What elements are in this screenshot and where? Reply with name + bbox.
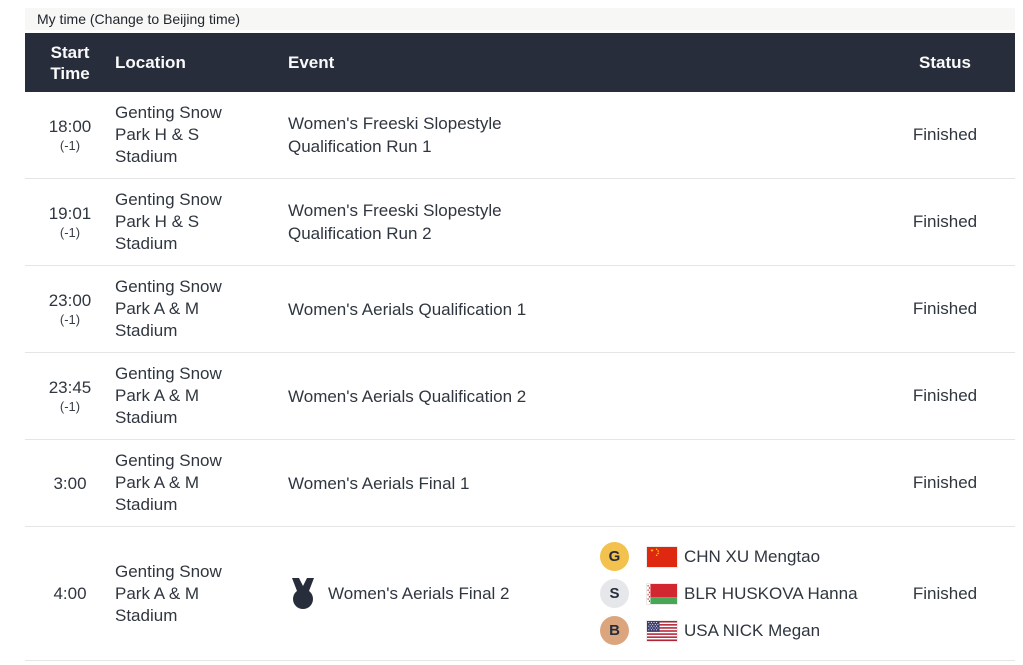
start-time-value: 23:45: [48, 378, 92, 397]
start-time-cell: 19:01 (-1): [25, 203, 115, 241]
athlete-name: BLR HUSKOVA Hanna: [684, 583, 858, 603]
header-event: Event: [288, 53, 335, 72]
event-cell: Women's Aerials Qualification 2: [288, 385, 588, 408]
location-cell: Genting Snow Park A & M Stadium: [115, 561, 288, 627]
header-location: Location: [115, 52, 186, 72]
event-name: Women's Freeski Slopestyle Qualification…: [288, 201, 502, 243]
status-value: Finished: [912, 212, 978, 231]
athlete-name: CHN XU Mengtao: [684, 546, 821, 566]
schedule-row: 19:01 (-1) Genting Snow Park H & S Stadi…: [25, 179, 1015, 266]
schedule-table-container: My time (Change to Beijing time) Start T…: [25, 8, 1015, 661]
start-time-value: 18:00: [48, 117, 92, 136]
event-cell: Women's Freeski Slopestyle Qualification…: [288, 112, 588, 158]
location-cell: Genting Snow Park A & M Stadium: [115, 363, 288, 429]
status-cell: Finished: [875, 125, 1015, 145]
table-header-row: Start Time Location Event Status: [25, 33, 1015, 92]
status-value: Finished: [912, 583, 978, 603]
schedule-row: 3:00 Genting Snow Park A & M Stadium Wom…: [25, 440, 1015, 527]
event-cell: Women's Aerials Final 2: [288, 577, 588, 610]
flag-icon-belarus: [647, 583, 677, 604]
schedule-row: 23:00 (-1) Genting Snow Park A & M Stadi…: [25, 266, 1015, 353]
location-text: Genting Snow Park A & M Stadium: [115, 451, 222, 514]
start-time-cell: 3:00: [25, 473, 115, 494]
schedule-row: 23:45 (-1) Genting Snow Park A & M Stadi…: [25, 353, 1015, 440]
event-name: Women's Aerials Qualification 2: [288, 386, 527, 406]
medals-list: G CHN XU Mengtao S BLR HUS: [600, 542, 875, 645]
start-time-cell: 23:00 (-1): [25, 290, 115, 328]
location-cell: Genting Snow Park A & M Stadium: [115, 450, 288, 516]
status-value: Finished: [912, 473, 978, 492]
status-value: Finished: [912, 299, 978, 318]
start-time-value: 19:01: [48, 204, 92, 223]
status-cell: Finished: [875, 584, 1015, 604]
medal-icon: B: [600, 616, 629, 645]
time-offset: (-1): [59, 138, 81, 153]
event-name: Women's Aerials Final 1: [288, 473, 470, 493]
start-time-value: 23:00: [48, 291, 92, 310]
status-cell: Finished: [875, 299, 1015, 319]
time-offset: (-1): [59, 225, 81, 240]
time-offset: (-1): [59, 399, 81, 414]
status-value: Finished: [912, 386, 978, 405]
table-body: 18:00 (-1) Genting Snow Park H & S Stadi…: [25, 92, 1015, 661]
medals-cell: G CHN XU Mengtao S BLR HUS: [588, 542, 875, 645]
start-time-cell: 18:00 (-1): [25, 116, 115, 154]
location-text: Genting Snow Park A & M Stadium: [115, 561, 222, 625]
flag-icon-china: [647, 546, 677, 567]
medal-result-entry: S BLR HUSKOVA Hanna: [600, 579, 875, 608]
time-display-toggle-label: My time (Change to Beijing time): [37, 11, 241, 27]
location-text: Genting Snow Park A & M Stadium: [115, 277, 222, 340]
location-cell: Genting Snow Park H & S Stadium: [115, 189, 288, 255]
event-cell: Women's Aerials Final 1: [288, 472, 588, 495]
medal-result-entry: B USA NICK Megan: [600, 616, 875, 645]
medal-event-icon: [292, 577, 314, 609]
status-cell: Finished: [875, 212, 1015, 232]
event-name: Women's Aerials Qualification 1: [288, 299, 527, 319]
event-name: Women's Freeski Slopestyle Qualification…: [288, 114, 502, 156]
schedule-row: 18:00 (-1) Genting Snow Park H & S Stadi…: [25, 92, 1015, 179]
start-time-value: 3:00: [53, 473, 87, 493]
header-start-time: Start Time: [50, 42, 90, 83]
start-time-cell: 23:45 (-1): [25, 377, 115, 415]
schedule-row: 4:00 Genting Snow Park A & M Stadium Wom…: [25, 527, 1015, 661]
flag-icon-usa: [647, 620, 677, 641]
time-offset: (-1): [59, 312, 81, 327]
event-cell: Women's Aerials Qualification 1: [288, 298, 588, 321]
medal-result-entry: G CHN XU Mengtao: [600, 542, 875, 571]
medal-icon: G: [600, 542, 629, 571]
start-time-cell: 4:00: [25, 583, 115, 604]
header-status: Status: [919, 52, 971, 72]
event-name: Women's Aerials Final 2: [328, 584, 510, 603]
medal-icon: S: [600, 579, 629, 608]
location-text: Genting Snow Park H & S Stadium: [115, 103, 222, 166]
status-value: Finished: [912, 125, 978, 144]
location-cell: Genting Snow Park A & M Stadium: [115, 276, 288, 342]
status-cell: Finished: [875, 386, 1015, 406]
location-text: Genting Snow Park A & M Stadium: [115, 364, 222, 427]
event-cell: Women's Freeski Slopestyle Qualification…: [288, 199, 588, 245]
status-cell: Finished: [875, 473, 1015, 493]
location-cell: Genting Snow Park H & S Stadium: [115, 102, 288, 168]
start-time-value: 4:00: [53, 584, 87, 603]
athlete-name: USA NICK Megan: [684, 620, 821, 640]
time-display-toggle[interactable]: My time (Change to Beijing time): [25, 8, 1015, 30]
location-text: Genting Snow Park H & S Stadium: [115, 190, 222, 253]
